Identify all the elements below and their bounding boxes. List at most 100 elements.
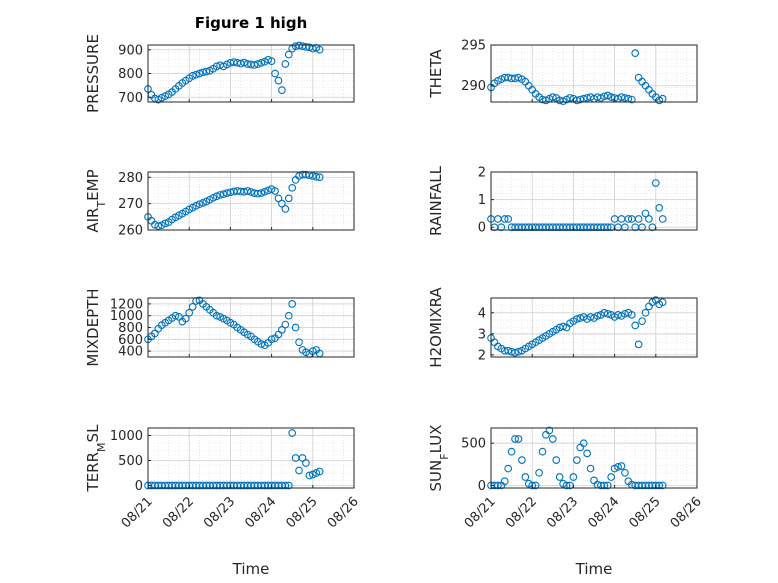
data-point [641,209,650,218]
y-axis-label: RAINFALL [427,165,445,236]
data-point [655,204,664,212]
data-point [658,298,667,307]
data-point [583,449,591,458]
y-tick-label: 500 [118,454,143,469]
y-tick-label: 295 [461,39,486,54]
data-point [254,189,262,198]
x-axis-label-left: Time [232,560,270,578]
data-point [627,311,636,319]
y-axis-label: PRESSURE [84,34,102,113]
data-point [274,76,283,85]
data-point [295,338,303,347]
data-point [651,179,660,187]
data-point [617,462,626,470]
data-point [562,481,571,490]
data-point [521,473,530,481]
data-point [555,473,564,481]
data-point [216,191,224,199]
data-point [257,58,266,67]
data-point [278,86,286,94]
subplot-theta: 290 295 THETA [427,39,698,106]
data-point [284,194,293,203]
data-point [212,192,221,201]
figure-title: Figure 1 high [195,14,308,32]
y-tick-label: 2 [478,348,486,363]
data-point [579,439,588,448]
data-point [312,469,321,477]
subplot-rainfall: 0 1 2 RAINFALL [427,165,698,236]
data-point [264,55,273,64]
axes-box [147,171,355,231]
data-point [188,72,197,80]
y-axis-label: AIRTEMP [84,169,108,232]
data-point [548,93,557,101]
axes-box [147,427,355,489]
y-tick-label: 1000 [110,309,143,324]
data-point [638,317,646,326]
data-point [171,311,180,320]
data-point [514,435,523,443]
axes-box [490,297,698,358]
data-point [278,326,286,334]
y-tick-label: 0 [478,221,486,236]
y-tick-label: 260 [118,224,143,239]
data-point [192,70,200,79]
y-axis-label: H2OMIXRA [427,287,445,368]
data-point [607,473,616,481]
y-tick-label: 700 [118,91,143,106]
data-point [603,223,612,232]
data-point [566,94,574,102]
data-point [559,322,567,331]
data-point [624,215,633,223]
data-point [638,223,646,232]
data-point [511,435,519,443]
data-point [154,222,163,230]
subplot-pressure: 700 800 900 PRESSURE [84,34,355,113]
y-tick-label: 280 [118,171,143,186]
data-point [617,93,626,101]
data-point [302,459,310,467]
data-point [634,215,643,223]
data-point [528,481,537,490]
data-point [257,189,266,197]
y-tick-label: 1000 [110,429,143,444]
y-tick-label: 0 [135,479,143,494]
y-tick-label: 900 [118,43,143,58]
data-point [199,198,207,207]
data-point [645,215,653,223]
y-tick-label: 600 [118,333,143,348]
y-tick-label: 400 [118,345,143,360]
data-point [271,187,279,195]
data-point [288,300,297,308]
data-point [243,187,252,195]
data-point [278,199,286,208]
y-tick-label: 800 [118,321,143,336]
data-point [614,463,622,471]
data-point [631,49,640,57]
data-point [199,68,207,77]
data-point [658,481,667,490]
y-tick-label: 2 [478,166,486,181]
data-point [548,435,557,443]
axes-box [490,427,698,489]
data-point [302,43,310,51]
subplot-air: 260 270 280 AIRTEMP [84,169,355,239]
data-point [627,95,636,104]
data-point [658,215,667,223]
data-point [504,464,513,473]
data-point [315,45,324,54]
data-point [607,93,616,101]
data-point [500,215,509,223]
data-point [254,60,262,68]
data-point [631,321,640,330]
data-point [538,447,547,456]
data-point [185,308,194,317]
data-point [572,315,581,323]
data-point [281,205,290,213]
data-point [545,426,554,435]
data-point [572,456,581,464]
data-point [586,464,595,473]
data-point [518,456,526,464]
data-point [267,335,276,344]
